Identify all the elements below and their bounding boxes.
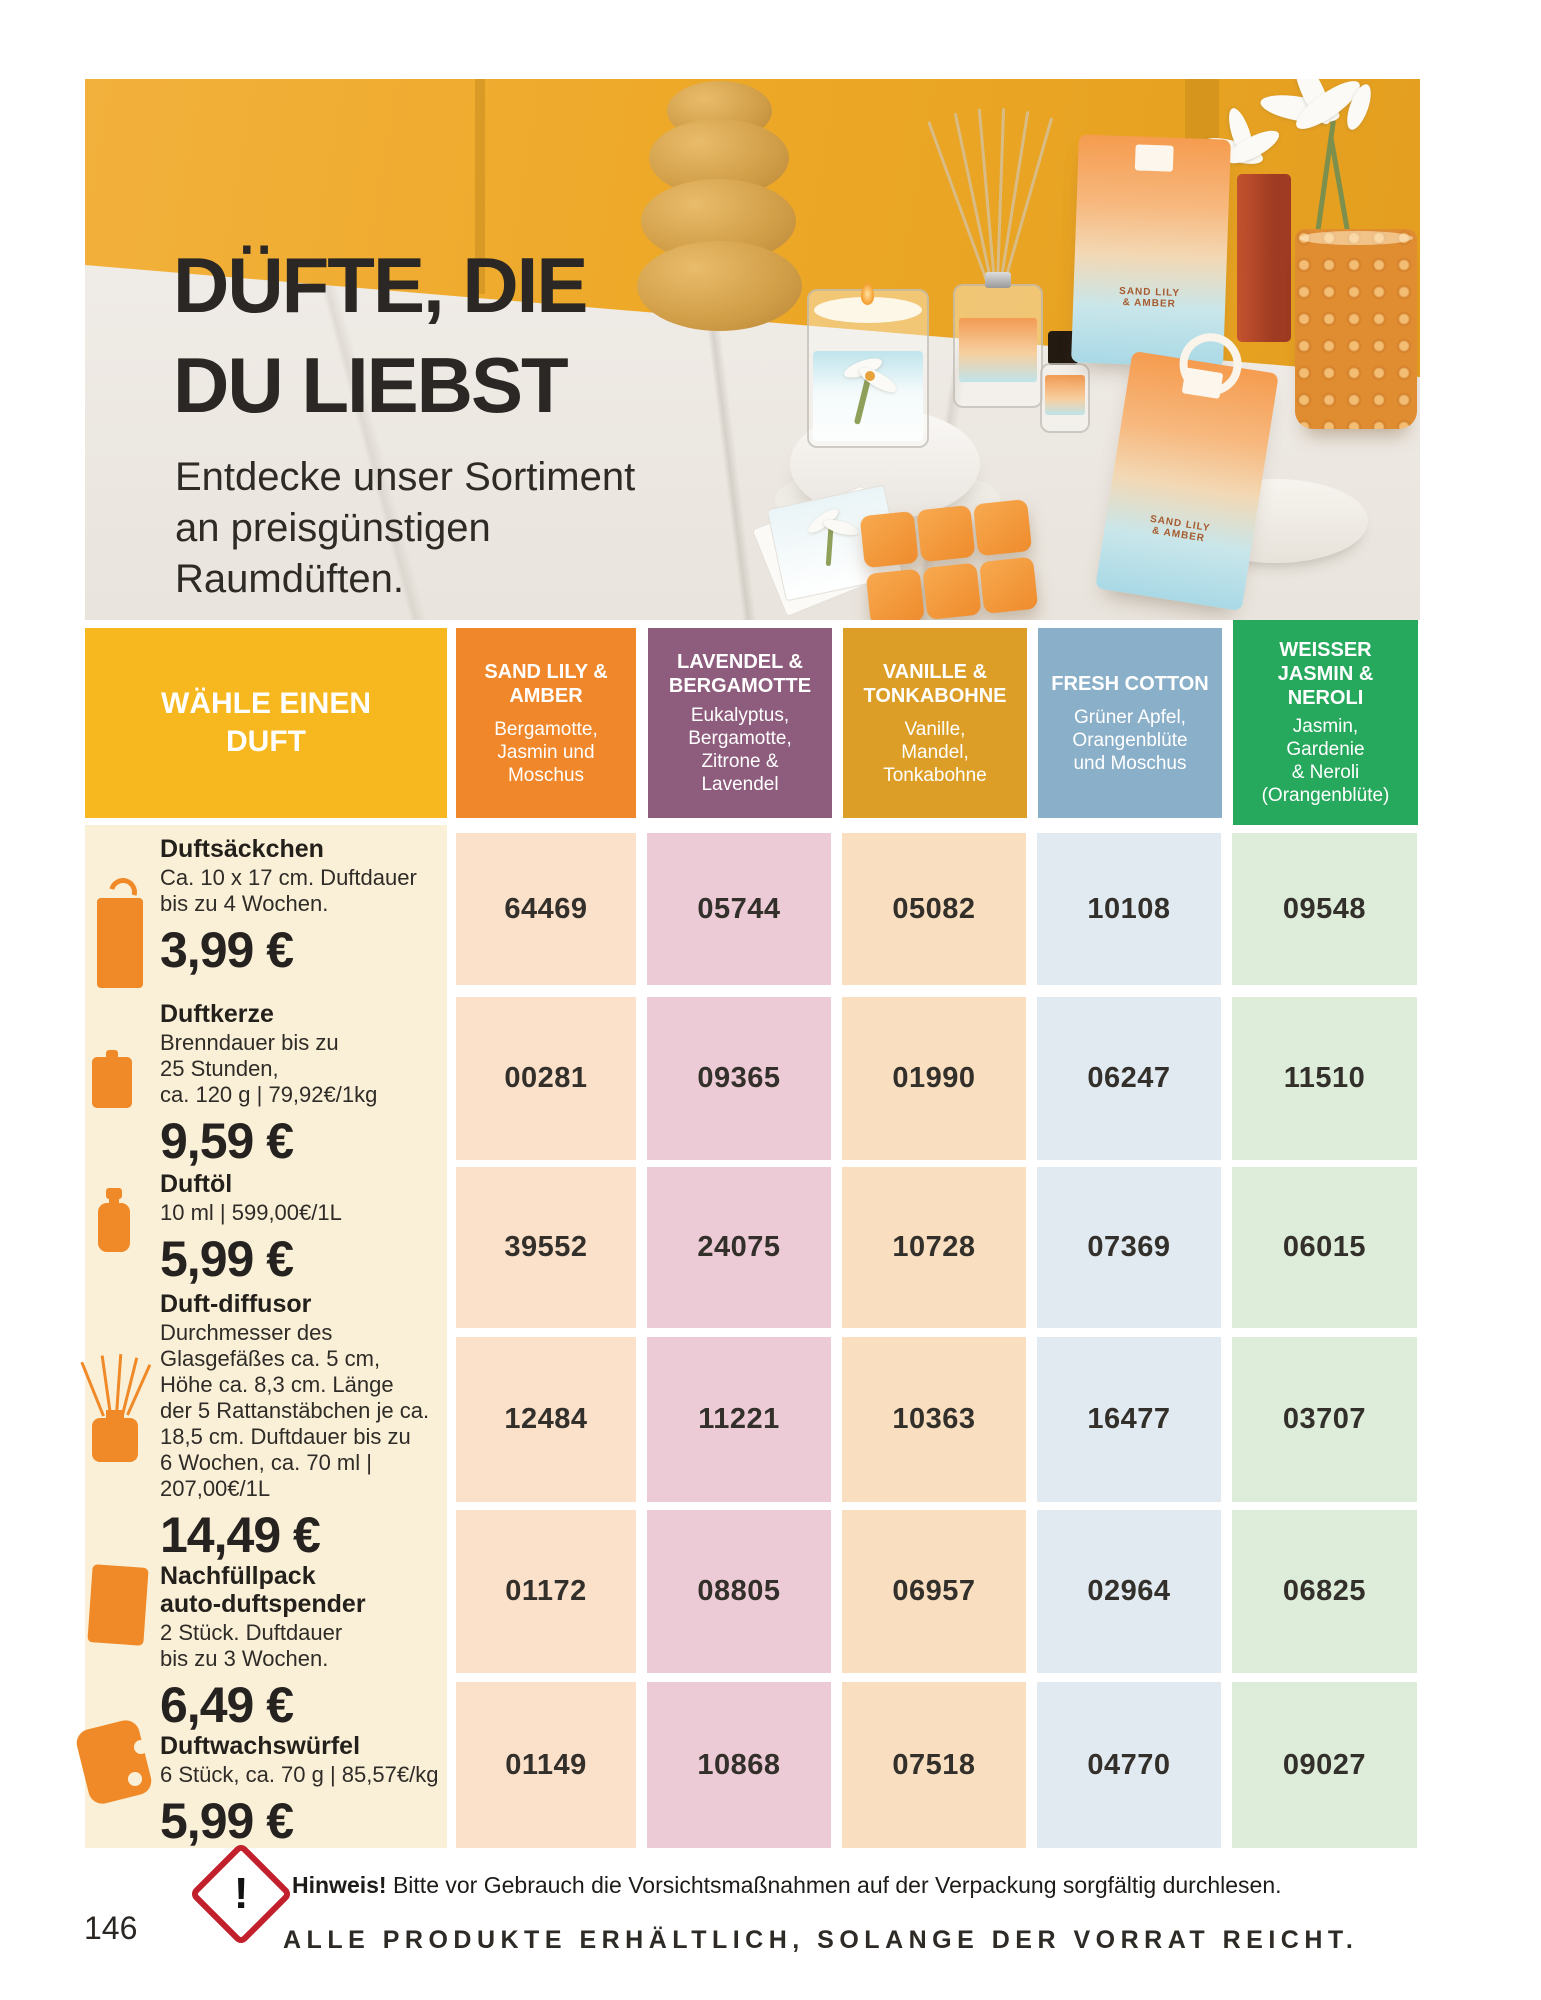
code-cell: 01990 <box>842 997 1026 1160</box>
hero-photo: SAND LILY & AMBER SAND LILY & AMBER <box>85 79 1420 620</box>
product-desc: Ca. 10 x 17 cm. Duftdauer bis zu 4 Woche… <box>160 865 417 916</box>
product-desc: 2 Stück. Duftdauer bis zu 3 Wochen. <box>160 1620 343 1671</box>
hero-title-line1: DÜFTE, DIE <box>173 241 588 329</box>
code-cell: 10108 <box>1037 833 1221 985</box>
product-desc: 6 Stück, ca. 70 g | 85,57€/kg <box>160 1762 439 1787</box>
orange-glass <box>1295 229 1417 429</box>
sachet-icon <box>95 872 145 988</box>
refill-pack-icon <box>87 1564 150 1646</box>
code-row: 00281 09365 01990 06247 11510 <box>456 997 1417 1160</box>
column-header-vanille-tonkabohne: VANILLE & TONKABOHNE Vanille, Mandel, To… <box>843 628 1027 818</box>
product-price: 6,49 € <box>160 1677 294 1733</box>
code-cell: 06247 <box>1037 997 1221 1160</box>
code-cell: 08805 <box>647 1510 831 1673</box>
product-title: Duftwachswürfel <box>160 1732 361 1760</box>
product-price: 14,49 € <box>160 1507 321 1563</box>
wall-corner-shade <box>475 79 485 294</box>
code-cell: 10363 <box>842 1337 1026 1502</box>
product-title: Duft-diffusor <box>160 1290 312 1318</box>
product-description-panel <box>85 825 447 1848</box>
column-header-fresh-cotton: FRESH COTTON Grüner Apfel, Orangenblüte … <box>1038 628 1222 818</box>
wax-cubes-icon <box>73 1717 155 1808</box>
warning-note-text: Bitte vor Gebrauch die Vorsichtsmaßnahme… <box>386 1872 1282 1898</box>
column-header-lavendel-bergamotte: LAVENDEL & BERGAMOTTE Eukalyptus, Bergam… <box>648 628 832 818</box>
choose-scent-header: WÄHLE EINEN DUFT <box>85 628 447 818</box>
product-desc: Durchmesser des Glasgefäßes ca. 5 cm, Hö… <box>160 1320 430 1501</box>
warning-icon: ! <box>188 1841 294 1947</box>
code-cell: 10728 <box>842 1167 1026 1328</box>
code-cell: 09027 <box>1232 1682 1417 1848</box>
code-cell: 09548 <box>1232 833 1417 985</box>
product-title: Duftöl <box>160 1170 233 1198</box>
sachet-label: SAND LILY & AMBER <box>1118 285 1181 310</box>
candle-flame <box>861 283 874 305</box>
product-title: Nachfüllpack auto-duftspender <box>160 1562 366 1618</box>
product-desc: 10 ml | 599,00€/1L <box>160 1200 342 1225</box>
code-row: 01149 10868 07518 04770 09027 <box>456 1682 1417 1848</box>
column-header-sand-lily-amber: SAND LILY & AMBER Bergamotte, Jasmin und… <box>456 628 636 818</box>
product-price: 9,59 € <box>160 1113 294 1169</box>
product-title: Duftkerze <box>160 1000 274 1028</box>
product-duft-diffusor: Duft-diffusor Durchmesser des Glasgefäße… <box>160 1290 450 1563</box>
code-row: 12484 11221 10363 16477 03707 <box>456 1337 1417 1502</box>
code-cell: 05082 <box>842 833 1026 985</box>
oil-bottle-icon <box>98 1188 130 1252</box>
column-header-weisser-jasmin-neroli: WEISSER JASMIN & NEROLI Jasmin, Gardenie… <box>1233 620 1418 825</box>
scented-candle <box>807 283 929 448</box>
code-cell: 01149 <box>456 1682 636 1848</box>
code-cell: 39552 <box>456 1167 636 1328</box>
reed-diffuser <box>953 272 1043 408</box>
hero-subtitle: Entdecke unser Sortiment an preisgünstig… <box>175 455 636 601</box>
code-cell: 64469 <box>456 833 636 985</box>
red-vase <box>1237 174 1291 342</box>
product-price: 5,99 € <box>160 1231 294 1287</box>
diffuser-icon <box>80 1354 152 1468</box>
product-duftwachswuerfel: Duftwachswürfel 6 Stück, ca. 70 g | 85,5… <box>160 1732 450 1849</box>
code-cell: 00281 <box>456 997 636 1160</box>
page-number: 146 <box>84 1910 138 1946</box>
code-row: 39552 24075 10728 07369 06015 <box>456 1167 1417 1328</box>
product-price: 5,99 € <box>160 1793 294 1849</box>
code-row: 01172 08805 06957 02964 06825 <box>456 1510 1417 1673</box>
code-cell: 11221 <box>647 1337 831 1502</box>
code-cell: 01172 <box>456 1510 636 1673</box>
reed-stick <box>1002 117 1054 287</box>
product-duftoel: Duftöl 10 ml | 599,00€/1L 5,99 € <box>160 1170 450 1287</box>
candle-icon <box>92 1050 134 1108</box>
code-cell: 07518 <box>842 1682 1026 1848</box>
code-cell: 12484 <box>456 1337 636 1502</box>
product-duftsaeckchen: Duftsäckchen Ca. 10 x 17 cm. Duftdauer b… <box>160 835 450 978</box>
wax-melt-cubes <box>859 498 1047 620</box>
code-cell: 07369 <box>1037 1167 1221 1328</box>
gold-vase <box>637 81 802 331</box>
code-cell: 02964 <box>1037 1510 1221 1673</box>
product-duftkerze: Duftkerze Brenndauer bis zu 25 Stunden, … <box>160 1000 450 1169</box>
code-cell: 06015 <box>1232 1167 1417 1328</box>
availability-note: ALLE PRODUKTE ERHÄLTLICH, SOLANGE DER VO… <box>283 1926 1359 1954</box>
code-cell: 24075 <box>647 1167 831 1328</box>
hero-title-line2: DU LIEBST <box>173 341 569 429</box>
code-cell: 06957 <box>842 1510 1026 1673</box>
sachet-label: SAND LILY & AMBER <box>1149 513 1212 545</box>
warning-note: Hinweis! Bitte vor Gebrauch die Vorsicht… <box>292 1872 1302 1899</box>
code-cell: 09365 <box>647 997 831 1160</box>
code-cell: 11510 <box>1232 997 1417 1160</box>
product-title: Duftsäckchen <box>160 835 324 863</box>
code-row: 64469 05744 05082 10108 09548 <box>456 833 1417 985</box>
product-desc: Brenndauer bis zu 25 Stunden, ca. 120 g … <box>160 1030 378 1107</box>
code-cell: 04770 <box>1037 1682 1221 1848</box>
code-cell: 03707 <box>1232 1337 1417 1502</box>
product-price: 3,99 € <box>160 922 294 978</box>
code-cell: 06825 <box>1232 1510 1417 1673</box>
code-cell: 05744 <box>647 833 831 985</box>
code-cell: 10868 <box>647 1682 831 1848</box>
code-cell: 16477 <box>1037 1337 1221 1502</box>
warning-note-bold: Hinweis! <box>292 1872 387 1898</box>
product-nachfuellpack: Nachfüllpack auto-duftspender 2 Stück. D… <box>160 1562 450 1733</box>
